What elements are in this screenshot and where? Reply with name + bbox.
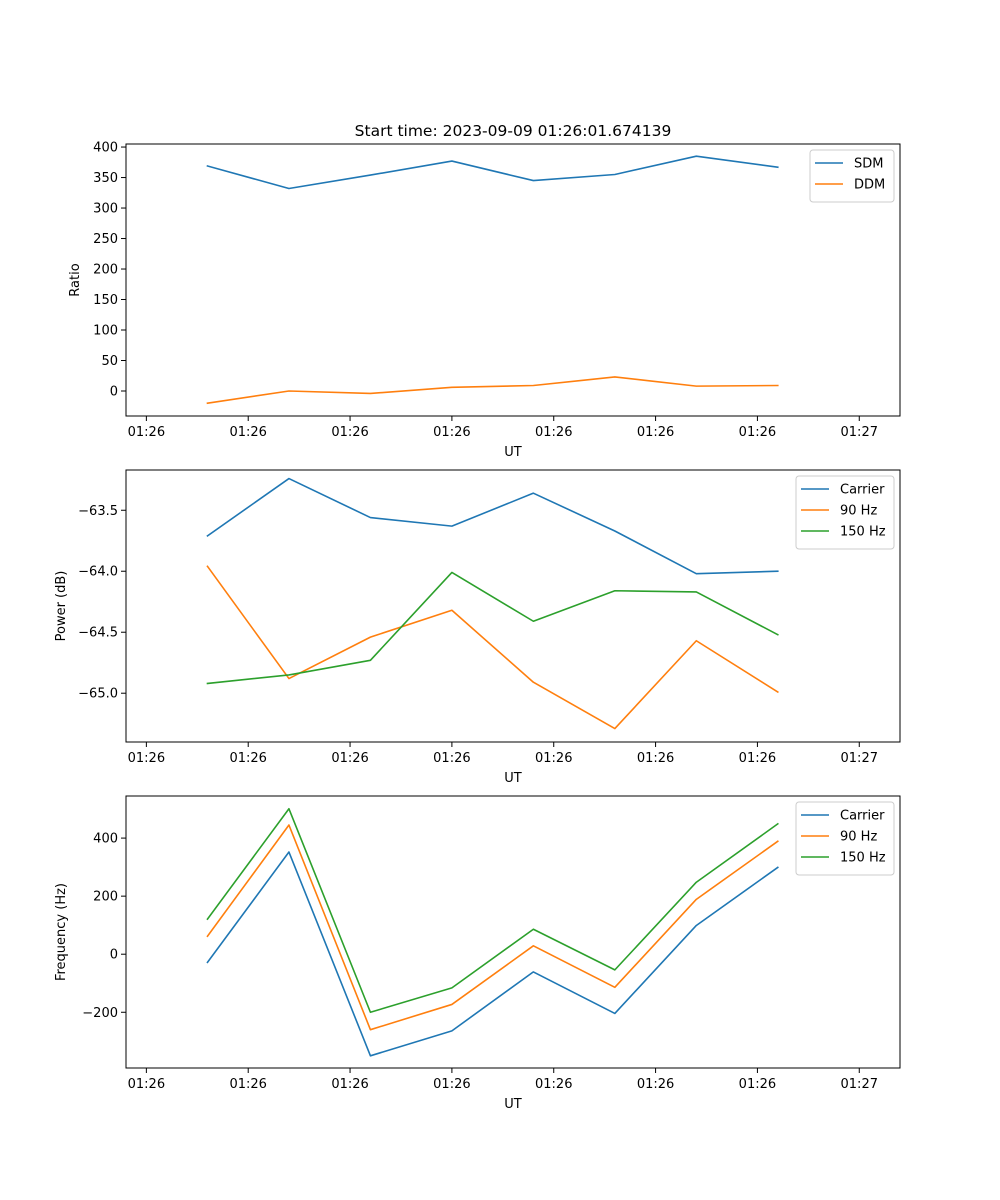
y-tick-label: 200 [93, 263, 118, 278]
series-line-carrier [206, 477, 779, 575]
y-tick-label: −64.0 [78, 565, 118, 580]
series-line-sdm [206, 155, 779, 190]
y-tick-label: 100 [93, 324, 118, 339]
x-tick-label: 01:26 [433, 425, 470, 440]
x-tick-label: 01:26 [229, 425, 266, 440]
figure-title: Start time: 2023-09-09 01:26:01.674139 [355, 122, 672, 140]
series-line-ddm [206, 376, 779, 405]
y-tick-label: −63.5 [78, 504, 118, 519]
y-tick-label: 150 [93, 293, 118, 308]
y-tick-label: 350 [93, 171, 118, 186]
x-tick-label: 01:26 [331, 425, 368, 440]
y-axis-label: Ratio [68, 263, 83, 296]
x-tick-label: 01:26 [739, 751, 776, 766]
legend-label: SDM [854, 157, 883, 172]
y-tick-label: 0 [110, 948, 118, 963]
y-tick-label: 400 [93, 832, 118, 847]
x-tick-label: 01:26 [128, 1077, 165, 1092]
x-tick-label: 01:26 [433, 1077, 470, 1092]
legend: Carrier 90 Hz 150 Hz [795, 801, 895, 876]
legend-label: 150 Hz [840, 851, 886, 866]
plot-area [125, 795, 901, 1069]
x-tick-label: 01:26 [637, 751, 674, 766]
series-line-150-hz [206, 571, 779, 685]
y-tick-label: 250 [93, 232, 118, 247]
legend-label: 90 Hz [840, 504, 877, 519]
x-tick-label: 01:26 [535, 751, 572, 766]
x-tick-label: 01:26 [331, 1077, 368, 1092]
chart-panel-2: 01:26 01:26 01:26 01:26 01:26 01:26 01:26 01:27… [54, 469, 901, 786]
y-axis-label: Frequency (Hz) [54, 883, 69, 981]
y-tick-label: −64.5 [78, 626, 118, 641]
x-tick-label: 01:26 [535, 1077, 572, 1092]
x-tick-label: 01:27 [841, 1077, 878, 1092]
x-tick-label: 01:26 [535, 425, 572, 440]
x-tick-label: 01:26 [637, 425, 674, 440]
y-tick-label: 200 [93, 890, 118, 905]
x-tick-label: 01:26 [331, 751, 368, 766]
legend-label: DDM [854, 178, 885, 193]
chart-panel-3: 01:26 01:26 01:26 01:26 01:26 01:26 01:26 01:27… [54, 795, 901, 1112]
legend-label: Carrier [840, 483, 885, 498]
x-tick-label: 01:26 [739, 1077, 776, 1092]
x-tick-label: 01:27 [841, 751, 878, 766]
y-tick-label: 300 [93, 202, 118, 217]
legend: Carrier 90 Hz 150 Hz [795, 475, 895, 550]
legend: SDM DDM [809, 149, 895, 203]
x-axis-label: UT [504, 771, 522, 786]
y-tick-label: 50 [101, 354, 118, 369]
x-tick-label: 01:26 [128, 425, 165, 440]
x-tick-label: 01:26 [637, 1077, 674, 1092]
series-line-90-hz [206, 565, 779, 730]
x-axis-label: UT [504, 1097, 522, 1112]
x-axis-label: UT [504, 445, 522, 460]
legend-label: 150 Hz [840, 525, 886, 540]
y-axis-label: Power (dB) [54, 571, 69, 642]
y-tick-label: −200 [82, 1006, 118, 1021]
x-tick-label: 01:26 [229, 1077, 266, 1092]
x-tick-label: 01:27 [841, 425, 878, 440]
series-line-90-hz [206, 824, 779, 1031]
y-tick-label: 400 [93, 141, 118, 156]
y-tick-label: 0 [110, 384, 118, 399]
legend-label: 90 Hz [840, 830, 877, 845]
plot-area [125, 143, 901, 417]
plot-area [125, 469, 901, 743]
y-tick-label: −65.0 [78, 687, 118, 702]
x-tick-label: 01:26 [739, 425, 776, 440]
legend-label: Carrier [840, 809, 885, 824]
series-line-carrier [206, 851, 779, 1057]
x-tick-label: 01:26 [229, 751, 266, 766]
x-tick-label: 01:26 [128, 751, 165, 766]
x-tick-label: 01:26 [433, 751, 470, 766]
series-line-150-hz [206, 807, 779, 1014]
chart-panel-1: 01:26 01:26 01:26 01:26 01:26 01:26 01:26 01:27… [68, 141, 901, 460]
